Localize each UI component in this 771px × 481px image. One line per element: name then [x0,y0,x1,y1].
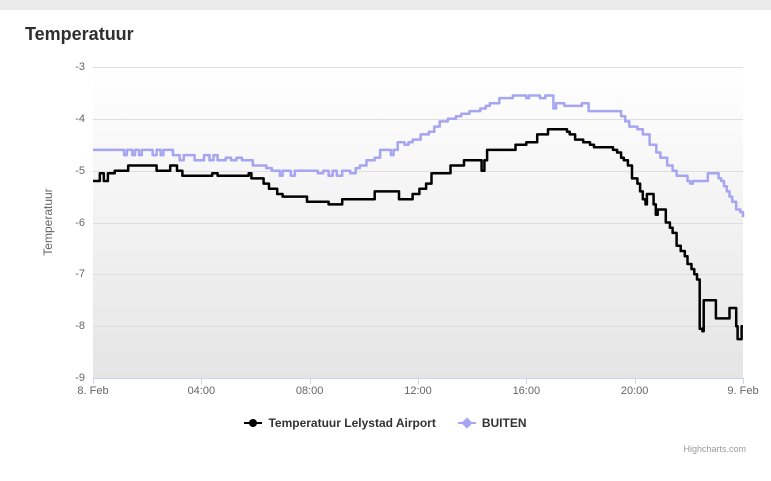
x-axis-tick-label: 9. Feb [727,385,759,397]
legend: Temperatuur Lelystad Airport BUITEN [0,416,771,430]
x-axis-tick [743,378,744,384]
x-axis-tick-label: 12:00 [404,385,432,397]
line-circle-marker-icon [244,417,263,429]
y-axis-tick-label: -4 [75,112,85,125]
gridline [93,326,743,328]
gridline [93,274,743,276]
top-strip [0,0,771,10]
legend-label: BUITEN [481,416,527,430]
x-axis-tick-label: 20:00 [620,385,649,397]
x-axis-tick [418,378,419,384]
x-axis-tick-label: 08:00 [295,385,324,397]
y-axis-tick-label: -3 [75,61,85,73]
x-axis-tick [634,378,636,384]
y-axis-tick-label: -7 [75,268,85,281]
legend-item-temperatuur-lelystad-airport[interactable]: Temperatuur Lelystad Airport [244,416,436,430]
plot-area [93,67,743,379]
gridline [93,170,743,172]
line-diamond-marker-icon [457,417,476,429]
y-axis-tick-label: -8 [75,320,85,333]
x-axis-tick [526,378,528,384]
gridline [93,67,743,68]
y-axis-tick-label: -5 [75,164,85,177]
series-line-buiten[interactable] [93,94,745,218]
highcharts-credits-link[interactable]: Highcharts.com [683,444,746,454]
x-axis-tick-label: 8. Feb [77,385,109,397]
chart-title: Temperatuur [25,24,134,44]
x-axis-tick [201,378,203,384]
y-axis-tick-label: -6 [75,216,85,229]
x-axis-tick [309,378,311,384]
legend-label: Temperatuur Lelystad Airport [268,416,436,430]
x-axis-tick [93,378,94,384]
gridline [93,222,743,224]
x-axis-tick-label: 16:00 [512,385,541,397]
legend-item-buiten[interactable]: BUITEN [457,416,527,430]
x-axis-tick-label: 04:00 [187,385,216,397]
series-line-temperatuur-lelystad-airport[interactable] [93,127,743,341]
y-axis-tick-label: -9 [75,372,85,384]
gridline [93,118,743,120]
